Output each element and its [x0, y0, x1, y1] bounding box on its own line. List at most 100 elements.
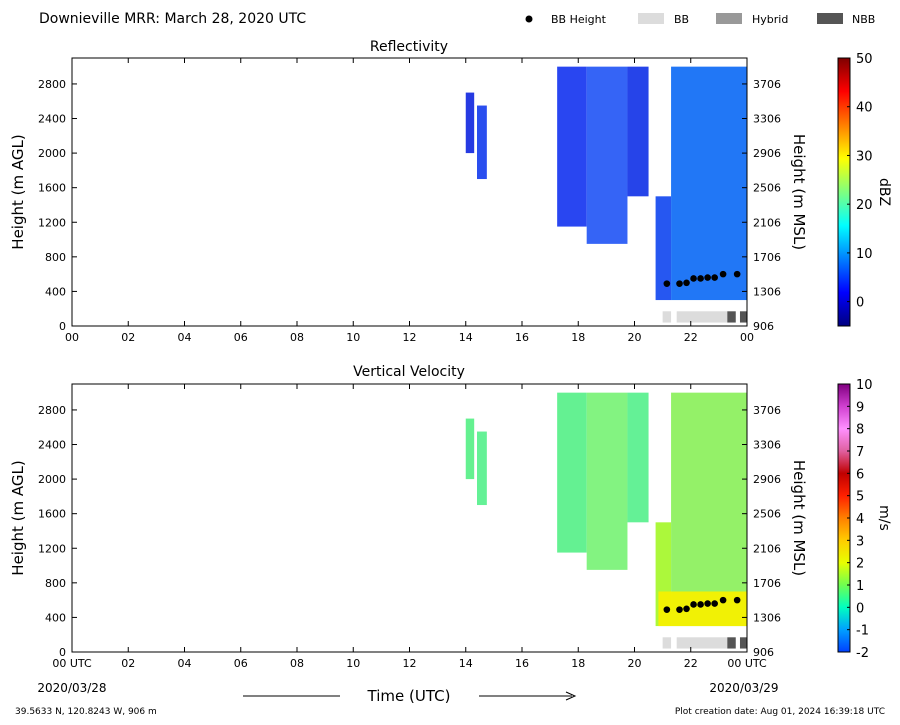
colorbar-tick-label: 2	[856, 557, 864, 572]
bb-height-point	[711, 274, 718, 281]
colorbar-tick-label: 1	[856, 579, 864, 594]
y-right-tick-label: 2506	[753, 508, 781, 521]
velocity-panel: Vertical Velocity 00 UTC 02 04 06 08 10 12 14 16…	[9, 364, 892, 670]
bb-height-point	[697, 601, 704, 608]
y-tick-label: 800	[45, 577, 66, 590]
echo-region	[557, 66, 587, 227]
x-tick-label: 22	[684, 331, 698, 344]
y-right-tick-label: 3306	[753, 113, 781, 126]
echo-region	[465, 418, 475, 480]
x-tick-label: 02	[121, 657, 135, 670]
y-tick-label: 2800	[38, 404, 66, 417]
x-tick-label: 10	[346, 331, 360, 344]
bb-height-point	[719, 270, 727, 278]
bb-height-point	[704, 600, 711, 607]
bb-height-point	[733, 596, 741, 604]
colorbar-tick-label: 30	[856, 149, 873, 164]
y-right-tick-label: 1306	[753, 611, 781, 624]
x-tick-label: 04	[178, 331, 192, 344]
bb-height-point	[697, 275, 704, 282]
colorbar-tick-label: -1	[856, 624, 869, 639]
y-right-tick-label: 2906	[753, 473, 781, 486]
y-right-tick-label: 1306	[753, 285, 781, 298]
echo-region	[477, 105, 487, 180]
x-tick-label: 14	[459, 657, 473, 670]
y-tick-label: 1200	[38, 542, 66, 555]
y-right-tick-label: 2106	[753, 542, 781, 555]
location-note: 39.5633 N, 120.8243 W, 906 m	[15, 707, 157, 717]
y-tick-label: 2000	[38, 473, 66, 486]
y-right-tick-label: 2106	[753, 216, 781, 229]
bb-height-point	[676, 280, 683, 287]
legend-bb-height-label: BB Height	[551, 13, 607, 26]
bb-height-point	[711, 600, 718, 607]
bb-type-bar-segment	[739, 311, 747, 323]
x-tick-label: 18	[571, 657, 585, 670]
bb-height-point	[683, 279, 690, 287]
start-date-label: 2020/03/28	[37, 681, 106, 695]
bb-legend: BB Height BB Hybrid NBB	[525, 13, 875, 26]
y-tick-label: 1600	[38, 182, 66, 195]
bb-height-point	[704, 274, 711, 281]
y-right-tick-label: 3306	[753, 439, 781, 452]
x-axis-label: Time (UTC)	[367, 687, 451, 705]
y-tick-label: 800	[45, 251, 66, 264]
y-tick-label: 0	[59, 646, 66, 659]
colorbar-tick-label: 3	[856, 534, 864, 549]
reflectivity-right-ylabel: Height (m MSL)	[790, 134, 808, 250]
x-tick-label: 18	[571, 331, 585, 344]
bb-height-point	[690, 275, 697, 282]
bb-type-bar-segment	[662, 637, 672, 649]
bb-type-bar-segment	[676, 637, 728, 649]
x-tick-label: 04	[178, 657, 192, 670]
reflectivity-colorbar-label: dBZ	[876, 178, 892, 206]
y-tick-label: 2000	[38, 147, 66, 160]
y-tick-label: 2400	[38, 439, 66, 452]
x-tick-label: 20	[628, 331, 642, 344]
bb-type-bar-segment	[662, 311, 672, 323]
bb-height-point	[663, 606, 671, 613]
colorbar-tick-label: 10	[856, 378, 873, 393]
y-tick-label: 1600	[38, 508, 66, 521]
velocity-colorbar: -2 -1 0 1 2 3 4 5 6 7 8 9 10	[837, 378, 873, 661]
legend-bb-swatch	[638, 13, 664, 24]
legend-hybrid-swatch	[716, 13, 742, 24]
x-tick-label: 16	[515, 331, 529, 344]
y-right-tick-label: 2506	[753, 182, 781, 195]
y-right-tick-label: 3706	[753, 404, 781, 417]
echo-region	[477, 431, 487, 506]
echo-region	[586, 66, 628, 244]
reflectivity-panel: Reflectivity 00 02 04 06 08 10 12 14 16 18 20 22 000…	[9, 39, 892, 344]
y-tick-label: 1200	[38, 216, 66, 229]
end-date-label: 2020/03/29	[709, 681, 778, 695]
bb-type-bar-segment	[739, 637, 747, 649]
bb-height-point	[663, 280, 671, 287]
echo-region	[465, 92, 475, 154]
y-right-tick-label: 2906	[753, 147, 781, 160]
echo-region	[671, 66, 747, 301]
colorbar-tick-label: 6	[856, 467, 864, 482]
legend-nbb-label: NBB	[852, 13, 875, 26]
colorbar-gradient	[837, 57, 851, 327]
x-tick-label: 10	[346, 657, 360, 670]
y-tick-label: 2400	[38, 113, 66, 126]
legend-nbb-swatch	[817, 13, 843, 24]
x-tick-label: 08	[290, 331, 304, 344]
x-tick-label: 08	[290, 657, 304, 670]
velocity-right-ylabel: Height (m MSL)	[790, 460, 808, 576]
y-tick-label: 0	[59, 320, 66, 333]
y-right-tick-label: 1706	[753, 251, 781, 264]
colorbar-tick-label: 0	[856, 296, 864, 311]
x-tick-label: 06	[234, 657, 248, 670]
x-tick-label: 12	[403, 657, 417, 670]
x-tick-label: 00	[740, 331, 754, 344]
bb-height-point	[683, 605, 690, 613]
colorbar-tick-label: 9	[856, 400, 864, 415]
x-tick-label: 22	[684, 657, 698, 670]
colorbar-tick-label: 20	[856, 198, 873, 213]
velocity-axes: 00 UTC 02 04 06 08 10 12 14 16 18 20 22 00 UTC040080…	[38, 384, 781, 670]
echo-region	[627, 66, 649, 197]
bb-type-bar-segment	[676, 311, 728, 323]
legend-bb-height-marker	[525, 15, 533, 23]
